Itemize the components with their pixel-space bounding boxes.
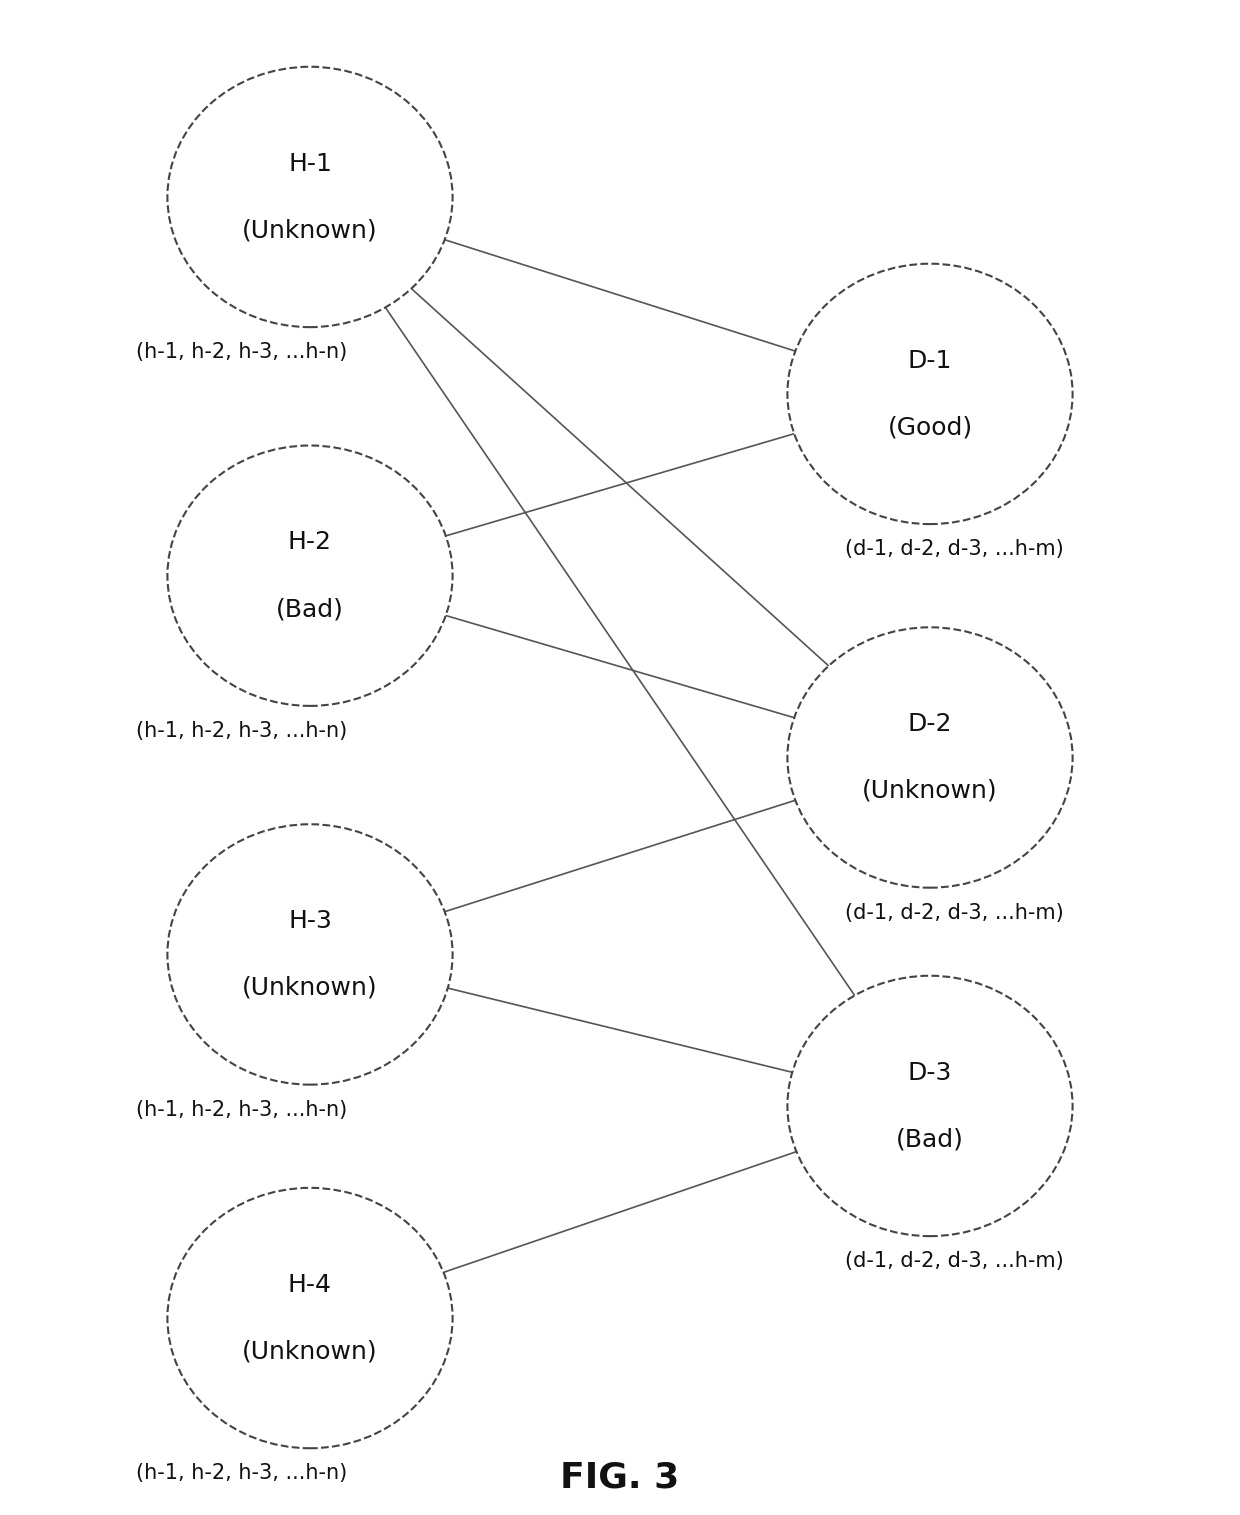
Text: (d-1, d-2, d-3, ...h-m): (d-1, d-2, d-3, ...h-m) (846, 903, 1064, 923)
Text: (h-1, h-2, h-3, ...h-n): (h-1, h-2, h-3, ...h-n) (136, 1463, 347, 1483)
Text: D-2: D-2 (908, 712, 952, 736)
Ellipse shape (167, 445, 453, 706)
Text: H-2: H-2 (288, 530, 332, 554)
Text: FIG. 3: FIG. 3 (560, 1460, 680, 1494)
Text: H-4: H-4 (288, 1273, 332, 1297)
Text: (Unknown): (Unknown) (242, 1339, 378, 1364)
Text: H-3: H-3 (288, 909, 332, 933)
Text: (Bad): (Bad) (897, 1127, 963, 1151)
Text: H-1: H-1 (288, 152, 332, 176)
Text: (h-1, h-2, h-3, ...h-n): (h-1, h-2, h-3, ...h-n) (136, 721, 347, 741)
Text: (h-1, h-2, h-3, ...h-n): (h-1, h-2, h-3, ...h-n) (136, 1100, 347, 1120)
Text: (Unknown): (Unknown) (242, 976, 378, 1000)
Text: D-3: D-3 (908, 1060, 952, 1085)
Text: (Unknown): (Unknown) (862, 779, 998, 803)
Text: D-1: D-1 (908, 348, 952, 373)
Ellipse shape (167, 1188, 453, 1448)
Ellipse shape (787, 264, 1073, 524)
Ellipse shape (167, 824, 453, 1085)
Text: (h-1, h-2, h-3, ...h-n): (h-1, h-2, h-3, ...h-n) (136, 342, 347, 362)
Text: (d-1, d-2, d-3, ...h-m): (d-1, d-2, d-3, ...h-m) (846, 539, 1064, 559)
Ellipse shape (787, 627, 1073, 888)
Text: (Unknown): (Unknown) (242, 218, 378, 242)
Ellipse shape (787, 976, 1073, 1236)
Text: (Good): (Good) (888, 415, 972, 439)
Text: (d-1, d-2, d-3, ...h-m): (d-1, d-2, d-3, ...h-m) (846, 1251, 1064, 1271)
Text: (Bad): (Bad) (277, 597, 343, 621)
Ellipse shape (167, 67, 453, 327)
